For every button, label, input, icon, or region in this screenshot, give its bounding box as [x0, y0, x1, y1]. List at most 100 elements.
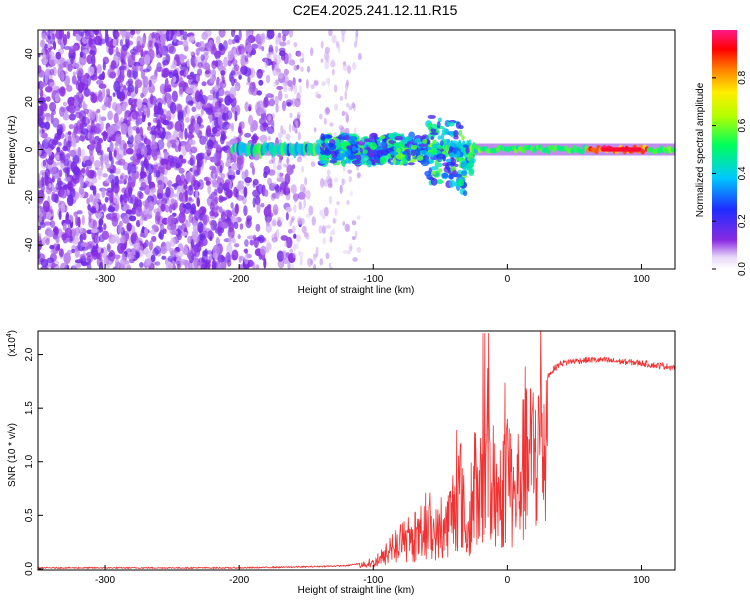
spectrogram-cell	[125, 248, 132, 253]
spectrogram-cell	[430, 166, 439, 171]
spectrogram-cell	[135, 118, 140, 127]
spectrogram-cell	[57, 56, 65, 69]
spectrogram-cell	[157, 179, 163, 186]
spectrogram-cell	[256, 68, 263, 79]
spectrogram-cell	[228, 72, 234, 83]
colorbar-ticks: 0.0 0.2 0.4 0.6 0.8	[712, 70, 748, 276]
spectrogram-cell	[226, 110, 233, 120]
spectrogram-cell	[430, 177, 438, 186]
spectrogram-cell	[430, 128, 437, 133]
spectrogram-cell	[307, 257, 313, 267]
spectrogram-cell	[41, 103, 47, 110]
spectrogram-cell	[352, 62, 357, 71]
spectrogram-cell	[153, 103, 158, 115]
spectrogram-cell	[256, 100, 265, 112]
spectrogram-cell	[45, 237, 50, 246]
spectrogram-cell	[211, 126, 218, 134]
spectrogram-cell	[232, 154, 237, 164]
spectrogram-cell	[101, 230, 110, 240]
spectrogram-cell	[462, 144, 470, 148]
spectrogram-cell	[49, 101, 57, 112]
spectrogram-cell	[351, 145, 357, 153]
spectrogram-cell	[218, 30, 226, 38]
spectrogram-cell	[244, 254, 249, 265]
spectrogram-cell	[347, 169, 353, 174]
spectrogram-cell	[216, 176, 221, 185]
spectrogram-cell	[209, 210, 215, 217]
spectrogram-cell	[231, 207, 239, 217]
spectrogram-cell	[218, 217, 223, 224]
spectrogram-cell	[171, 90, 178, 103]
spectrogram-cell	[40, 183, 45, 194]
spectrogram-cell	[284, 93, 289, 99]
spectrogram-cell	[142, 68, 151, 73]
spectrogram-cell	[119, 30, 127, 37]
spectrogram-cell	[161, 68, 170, 78]
spectrogram-cell	[72, 165, 80, 176]
spectrogram-cell	[180, 64, 187, 72]
spectrogram-cell	[220, 70, 226, 76]
spectrogram-cell	[177, 225, 183, 235]
spectrogram-cell	[347, 249, 351, 255]
spectrogram-cell	[88, 37, 93, 47]
spectrogram-cell	[184, 127, 188, 140]
spectrogram-cell	[171, 230, 178, 235]
spectrogram-cell	[350, 190, 353, 197]
spectrogram-cell	[184, 189, 188, 202]
spectrogram-cell	[176, 104, 183, 113]
spectrogram-cell	[78, 92, 83, 98]
spectrogram-cell	[120, 234, 126, 245]
spectrogram-cell	[57, 66, 64, 79]
spectrogram-cell	[66, 30, 71, 40]
spectrogram-cell	[57, 180, 64, 186]
snr-y-tick-label: 1.5	[24, 401, 35, 415]
spectrogram-cell	[272, 67, 278, 77]
spectrogram-cell	[439, 140, 444, 147]
spectrogram-cell	[325, 134, 333, 139]
spectrogram-cell	[209, 253, 213, 262]
spectrogram-cell	[209, 236, 213, 241]
spectrogram-cell	[134, 79, 143, 89]
spectrogram-cell	[126, 90, 131, 97]
spectrogram-cell	[112, 38, 117, 47]
spectrogram-cell	[76, 67, 84, 77]
spectrogram-cell	[179, 258, 188, 266]
spectrogram-cell	[119, 172, 126, 184]
spectrogram-cell	[405, 154, 409, 160]
spectrogram-cell	[44, 121, 51, 130]
spectrogram-cell	[266, 240, 270, 246]
spectrogram-cell	[119, 39, 123, 47]
spectrogram-cell	[104, 178, 110, 184]
spectrogram-cell	[40, 39, 46, 48]
spectrogram-cell	[315, 139, 324, 145]
spectrogram-cell	[119, 65, 127, 71]
spectrogram-cell	[278, 90, 283, 102]
spectrogram-cell	[437, 135, 442, 140]
spectrogram-cell	[64, 75, 71, 87]
spectrogram-cell	[151, 224, 158, 231]
spectrogram-cell	[69, 45, 77, 53]
spectrogram-cell	[224, 90, 231, 96]
spectrogram-cell	[58, 126, 63, 135]
spectrogram-cell	[344, 90, 348, 101]
spectrogram-cell	[63, 138, 68, 150]
spectrogram-cell	[112, 92, 116, 97]
spectrogram-cell	[186, 105, 190, 116]
spectrogram-cell	[143, 104, 147, 116]
snr-y-tick-label: 0.0	[24, 562, 35, 576]
spectrogram-cell	[179, 69, 185, 76]
spectrogram-cell	[295, 242, 299, 250]
spectrogram-cell	[38, 176, 41, 182]
spectrogram-cell	[173, 129, 179, 140]
spectrogram-cell	[193, 169, 200, 177]
spectrogram-cell	[51, 191, 56, 200]
spectrogram-cell	[227, 38, 233, 46]
spectrogram-y-tick-label: 0	[24, 146, 35, 152]
spectrogram-cell	[323, 118, 327, 125]
spectrogram-cell	[185, 94, 193, 106]
spectrogram-cell	[126, 69, 132, 78]
spectrogram-cell	[227, 167, 234, 176]
spectrogram-cell	[274, 95, 279, 106]
spectrogram-cell	[261, 32, 266, 40]
spectrogram-cell	[142, 76, 149, 88]
